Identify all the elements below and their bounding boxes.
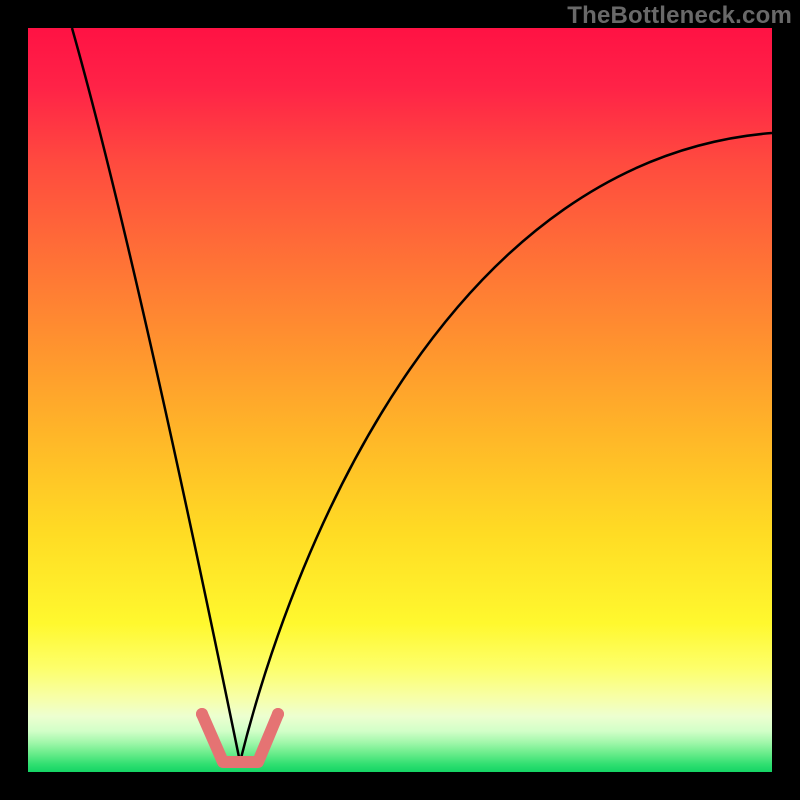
watermark-text: TheBottleneck.com (567, 2, 792, 30)
chart-frame: TheBottleneck.com (0, 0, 800, 800)
plot-area (28, 28, 772, 772)
optimal-range-end-dot (196, 708, 208, 720)
gradient-background (28, 28, 772, 772)
plot-svg (28, 28, 772, 772)
optimal-range-end-dot (272, 708, 284, 720)
